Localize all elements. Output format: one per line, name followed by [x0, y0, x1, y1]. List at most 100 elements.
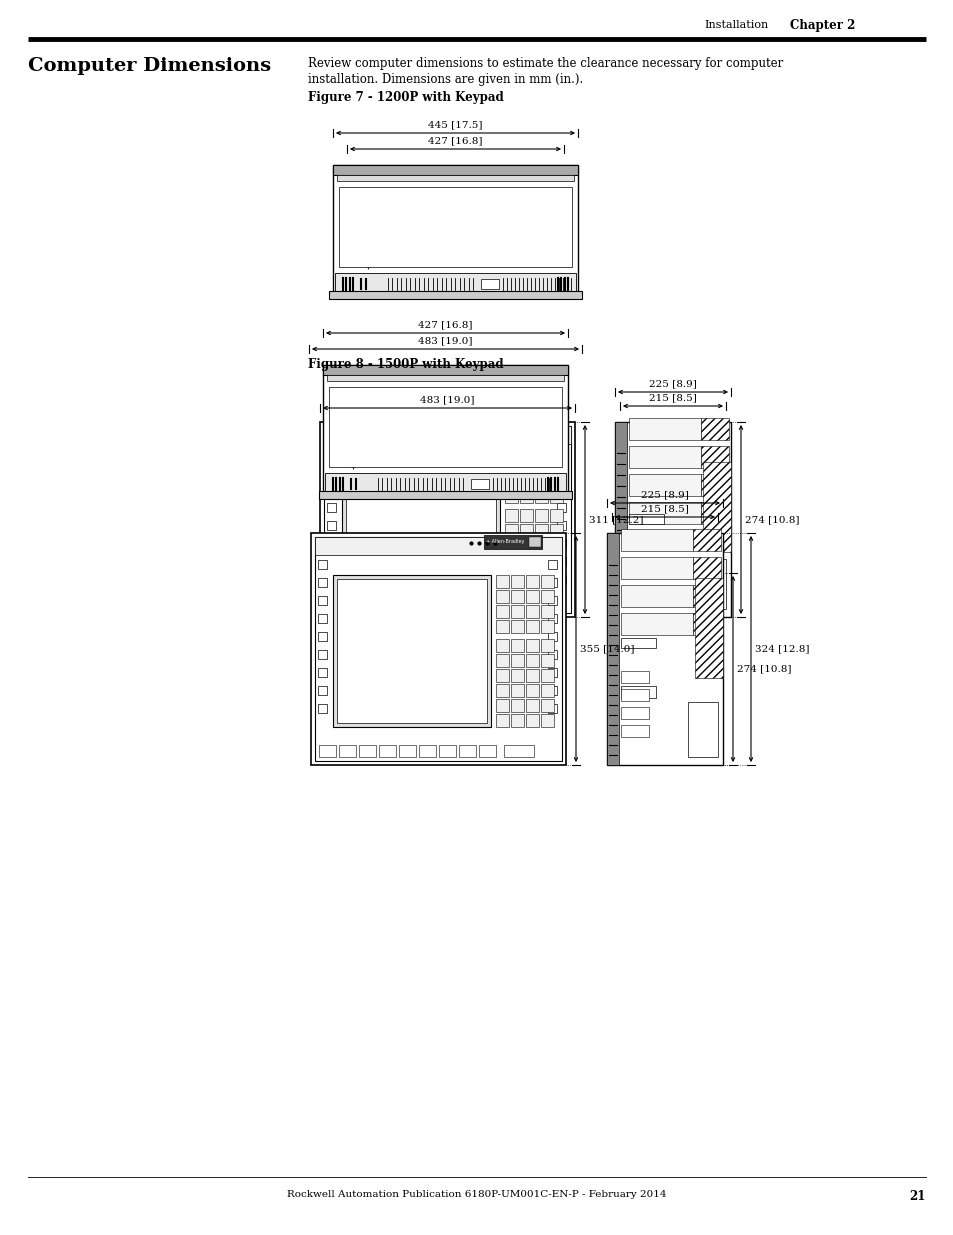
Bar — [335, 273, 576, 293]
Bar — [496, 684, 509, 697]
Bar — [620, 585, 692, 606]
Bar — [504, 445, 517, 458]
Bar — [458, 745, 476, 757]
Bar — [620, 706, 648, 719]
Bar — [325, 473, 565, 493]
Bar — [628, 514, 663, 524]
Bar — [519, 509, 533, 522]
Bar — [511, 714, 523, 727]
Text: 311 [12.2]: 311 [12.2] — [588, 515, 643, 524]
Bar — [418, 745, 436, 757]
Bar — [327, 467, 335, 475]
Bar — [450, 597, 467, 609]
Bar — [318, 745, 335, 757]
Bar — [504, 538, 517, 552]
Bar — [695, 578, 722, 678]
Bar — [525, 684, 538, 697]
Bar — [511, 669, 523, 682]
Bar — [333, 165, 578, 175]
Bar — [336, 579, 486, 722]
Bar — [329, 291, 581, 299]
Text: 215 [8.5]: 215 [8.5] — [640, 504, 688, 513]
Bar — [620, 671, 648, 683]
Bar — [540, 638, 554, 652]
Bar — [318, 492, 572, 499]
Text: 483 [19.0]: 483 [19.0] — [417, 336, 473, 345]
Bar — [398, 745, 416, 757]
Bar — [338, 186, 572, 267]
Bar — [346, 466, 496, 578]
Bar — [535, 475, 547, 488]
Text: 324 [12.8]: 324 [12.8] — [754, 645, 809, 653]
Bar — [333, 165, 578, 295]
Text: 215 [8.5]: 215 [8.5] — [648, 393, 697, 403]
Bar — [529, 537, 540, 547]
Bar — [504, 475, 517, 488]
Bar — [519, 569, 533, 582]
Bar — [519, 524, 533, 537]
Bar — [323, 366, 567, 375]
Bar — [550, 445, 562, 458]
Bar — [327, 538, 335, 548]
Bar — [490, 597, 506, 609]
Circle shape — [625, 672, 638, 684]
Bar — [550, 555, 562, 567]
Bar — [557, 557, 565, 566]
Bar — [615, 422, 626, 618]
Bar — [557, 467, 565, 475]
Bar — [504, 555, 517, 567]
Circle shape — [634, 531, 645, 543]
Bar — [338, 745, 355, 757]
Bar — [483, 535, 541, 550]
Bar — [692, 585, 720, 606]
Bar — [511, 590, 523, 603]
Bar — [519, 459, 533, 473]
Bar — [327, 576, 335, 584]
Bar — [319, 422, 575, 618]
Bar — [700, 501, 728, 524]
Bar — [540, 620, 554, 634]
Bar — [496, 605, 509, 618]
Text: + Allen-Bradley: + Allen-Bradley — [485, 540, 524, 545]
Bar — [525, 655, 538, 667]
Bar — [317, 685, 327, 695]
Bar — [620, 613, 692, 635]
Bar — [547, 632, 557, 641]
Circle shape — [625, 652, 638, 664]
Bar — [504, 490, 517, 503]
Bar — [350, 597, 367, 609]
Bar — [535, 509, 547, 522]
Text: 427 [16.8]: 427 [16.8] — [417, 320, 473, 329]
Bar — [547, 614, 557, 622]
Bar — [471, 479, 489, 489]
Bar — [496, 655, 509, 667]
Bar — [547, 597, 557, 605]
Circle shape — [546, 597, 558, 609]
Bar — [620, 638, 656, 648]
Bar — [511, 684, 523, 697]
Bar — [557, 450, 565, 458]
Bar — [317, 704, 327, 713]
Bar — [530, 597, 546, 609]
Bar — [606, 534, 618, 764]
Bar — [317, 614, 327, 622]
Bar — [333, 576, 491, 727]
Bar — [557, 503, 565, 513]
Text: 274 [10.8]: 274 [10.8] — [737, 664, 791, 673]
Bar — [336, 175, 574, 182]
Bar — [511, 699, 523, 713]
Bar — [540, 714, 554, 727]
Bar — [317, 650, 327, 659]
Bar — [410, 597, 427, 609]
Text: Installation: Installation — [703, 20, 767, 30]
Bar — [323, 366, 567, 495]
Bar — [540, 699, 554, 713]
Bar — [511, 605, 523, 618]
Bar — [540, 655, 554, 667]
Bar — [504, 459, 517, 473]
Bar — [519, 490, 533, 503]
Bar — [390, 597, 407, 609]
Bar — [341, 462, 499, 582]
Bar — [327, 375, 563, 382]
Bar — [327, 485, 335, 494]
